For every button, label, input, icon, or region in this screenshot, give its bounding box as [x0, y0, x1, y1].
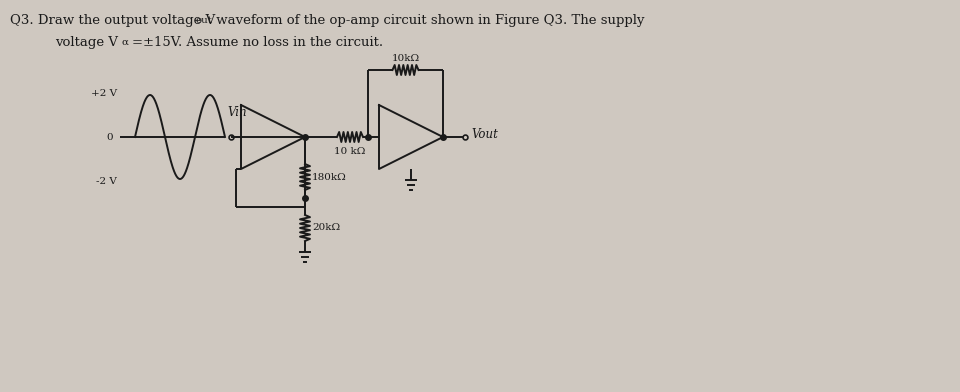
Text: voltage V: voltage V — [55, 36, 118, 49]
Text: Vin: Vin — [227, 106, 247, 119]
Text: =±15V. Assume no loss in the circuit.: =±15V. Assume no loss in the circuit. — [132, 36, 383, 49]
Text: 10kΩ: 10kΩ — [392, 54, 420, 63]
Text: Q3. Draw the output voltage V: Q3. Draw the output voltage V — [10, 14, 215, 27]
Text: Vout: Vout — [471, 129, 498, 142]
Text: 10 kΩ: 10 kΩ — [334, 147, 366, 156]
Text: 180kΩ: 180kΩ — [312, 172, 347, 181]
Text: +2 V: +2 V — [91, 89, 117, 98]
Text: α: α — [121, 38, 128, 47]
Text: out: out — [195, 16, 212, 25]
Text: 20kΩ: 20kΩ — [312, 223, 340, 232]
Text: waveform of the op-amp circuit shown in Figure Q3. The supply: waveform of the op-amp circuit shown in … — [212, 14, 644, 27]
Text: -2 V: -2 V — [96, 176, 117, 185]
Text: 0: 0 — [107, 132, 113, 142]
